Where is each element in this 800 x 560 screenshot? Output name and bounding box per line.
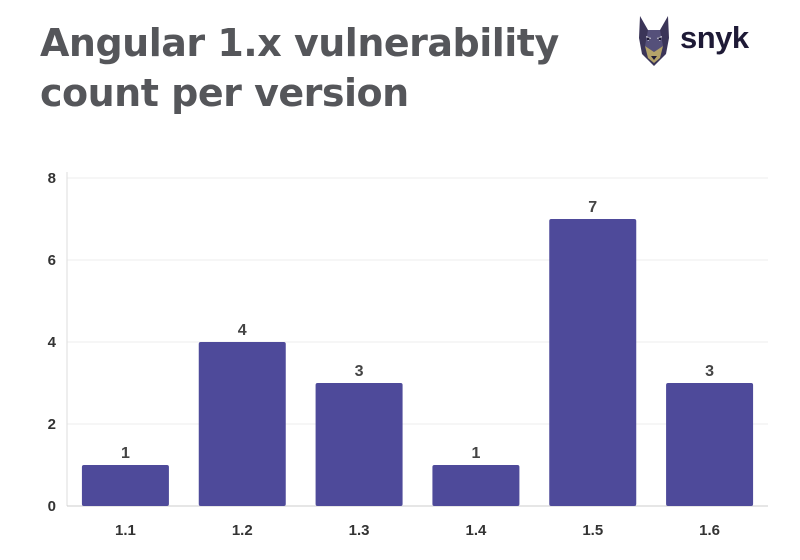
y-tick-label: 4 (48, 334, 57, 351)
snyk-logo: snyk (636, 16, 756, 70)
x-tick-label: 1.6 (699, 522, 720, 539)
x-tick-label: 1.5 (582, 522, 603, 539)
data-label: 3 (705, 363, 714, 380)
logo-text: snyk (680, 20, 749, 55)
x-tick-label: 1.1 (115, 522, 136, 539)
bar (432, 465, 520, 506)
data-label: 7 (588, 199, 597, 216)
chart-title: Angular 1.x vulnerability count per vers… (40, 21, 559, 115)
y-tick-label: 2 (48, 416, 56, 433)
bar (81, 465, 169, 506)
bar (315, 383, 403, 506)
bar-chart: 0 2 4 6 8 1 1.1 4 1.2 3 1.3 1 1.4 7 1.5 3 1.6 (48, 170, 768, 539)
bar (666, 383, 754, 506)
y-tick-label: 8 (48, 170, 56, 187)
data-label: 1 (471, 445, 480, 462)
bar (198, 342, 286, 506)
x-tick-label: 1.2 (232, 522, 253, 539)
x-tick-label: 1.4 (465, 522, 487, 539)
doberman-icon (639, 16, 669, 66)
data-label: 4 (238, 322, 247, 339)
data-label: 1 (121, 445, 130, 462)
x-tick-label: 1.3 (349, 522, 370, 539)
data-label: 3 (355, 363, 364, 380)
bar (549, 219, 637, 506)
y-tick-label: 0 (48, 498, 56, 515)
y-tick-label: 6 (48, 252, 56, 269)
